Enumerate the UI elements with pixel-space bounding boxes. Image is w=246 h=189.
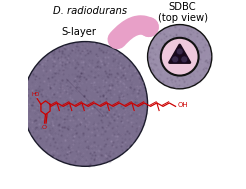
Circle shape [148,25,212,89]
Text: HO: HO [31,92,40,97]
Circle shape [176,48,183,55]
Polygon shape [169,45,190,63]
Circle shape [181,56,188,63]
Text: SDBC
(top view): SDBC (top view) [157,2,208,23]
Text: D. radiodurans: D. radiodurans [53,6,127,16]
Circle shape [23,42,148,166]
Text: S-layer: S-layer [62,27,97,37]
Text: OH: OH [177,102,188,108]
FancyArrowPatch shape [117,25,149,40]
Circle shape [161,38,199,76]
Circle shape [172,56,179,63]
Text: O: O [42,125,47,130]
